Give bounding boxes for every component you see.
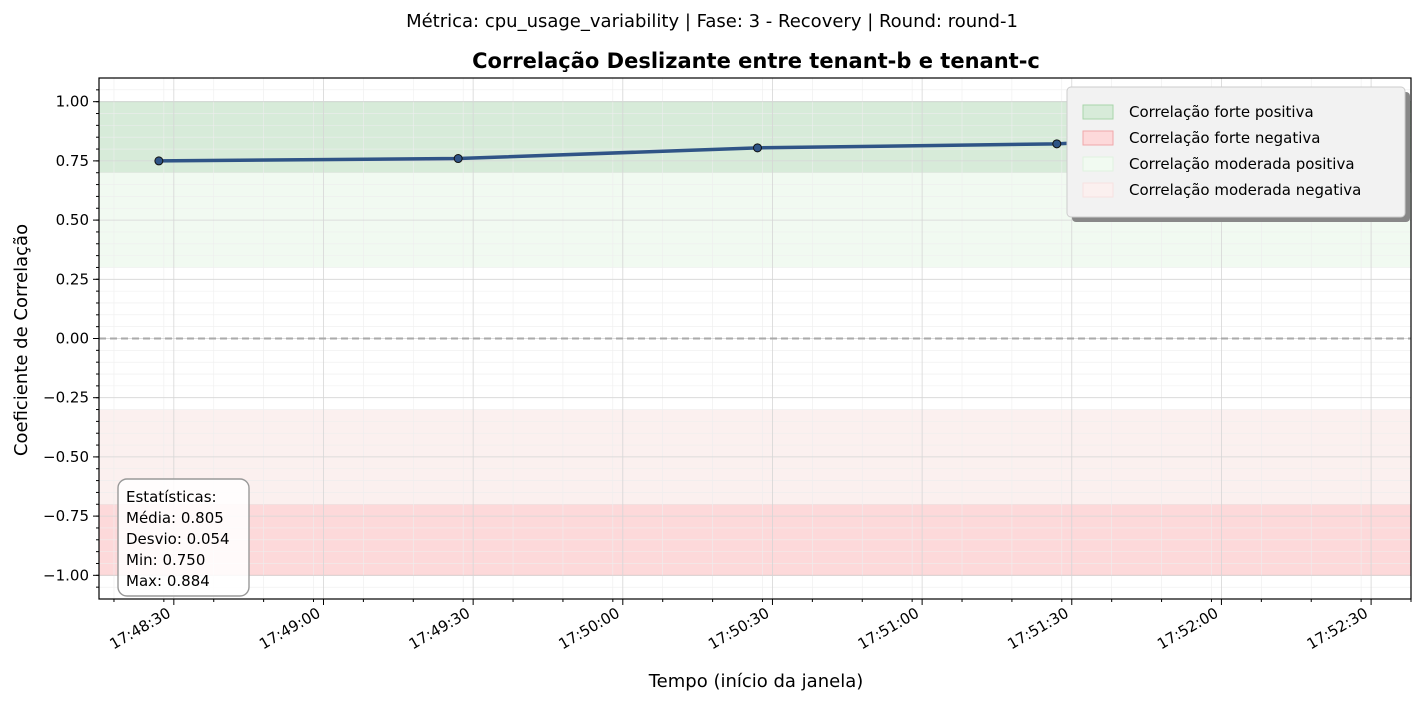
x-tick-label: 17:51:30 bbox=[1004, 604, 1071, 653]
y-tick-label: −1.00 bbox=[43, 566, 89, 584]
suptitle: Métrica: cpu_usage_variability | Fase: 3… bbox=[406, 11, 1018, 32]
data-point bbox=[752, 143, 762, 153]
x-tick-label: 17:52:30 bbox=[1304, 604, 1371, 653]
data-point bbox=[453, 154, 463, 164]
stats-frame bbox=[117, 478, 250, 597]
stats-line: Max: 0.884 bbox=[126, 572, 210, 590]
x-tick-label: 17:48:30 bbox=[106, 604, 173, 653]
legend-swatch bbox=[1082, 182, 1114, 198]
legend-swatch bbox=[1082, 104, 1114, 120]
x-tick-label: 17:49:00 bbox=[256, 604, 323, 653]
grid bbox=[99, 78, 1412, 599]
y-tick-label: −0.50 bbox=[43, 448, 89, 466]
legend-label: Correlação moderada negativa bbox=[1129, 181, 1361, 199]
y-tick-label: 0.00 bbox=[56, 330, 89, 348]
y-tick-label: 0.25 bbox=[56, 270, 89, 288]
stats-line: Min: 0.750 bbox=[126, 551, 205, 569]
y-axis-label: Coeficiente de Correlação bbox=[11, 224, 32, 456]
legend-label: Correlação moderada positiva bbox=[1129, 155, 1355, 173]
legend-box bbox=[1066, 86, 1406, 218]
x-tick-label: 17:49:30 bbox=[406, 604, 473, 653]
stats-line: Estatísticas: bbox=[126, 488, 217, 506]
x-tick-label: 17:50:30 bbox=[705, 604, 772, 653]
x-tick-label: 17:52:00 bbox=[1154, 604, 1221, 653]
x-tick-label: 17:50:00 bbox=[555, 604, 622, 653]
legend-swatch bbox=[1082, 156, 1114, 172]
x-tick-label: 17:51:00 bbox=[855, 604, 922, 653]
chart-title: Correlação Deslizante entre tenant-b e t… bbox=[472, 49, 1040, 73]
legend: Correlação forte positiva Correlação fort… bbox=[1066, 86, 1410, 222]
stats-line: Desvio: 0.054 bbox=[126, 530, 230, 548]
y-tick-label: −0.25 bbox=[43, 389, 89, 407]
y-tick-label: 0.75 bbox=[56, 152, 89, 170]
y-tick-label: 0.50 bbox=[56, 211, 89, 229]
data-point bbox=[154, 156, 164, 166]
y-tick-label: −0.75 bbox=[43, 507, 89, 525]
legend-swatch bbox=[1082, 130, 1114, 146]
stats-box: Estatísticas: Média: 0.805 Desvio: 0.054 Mi… bbox=[117, 478, 250, 597]
stats-line: Média: 0.805 bbox=[126, 509, 224, 527]
legend-label: Correlação forte negativa bbox=[1129, 129, 1320, 147]
y-tick-label: 1.00 bbox=[56, 93, 89, 111]
data-point bbox=[1052, 139, 1062, 149]
x-axis-label: Tempo (início da janela) bbox=[648, 671, 864, 692]
legend-label: Correlação forte positiva bbox=[1129, 103, 1314, 121]
